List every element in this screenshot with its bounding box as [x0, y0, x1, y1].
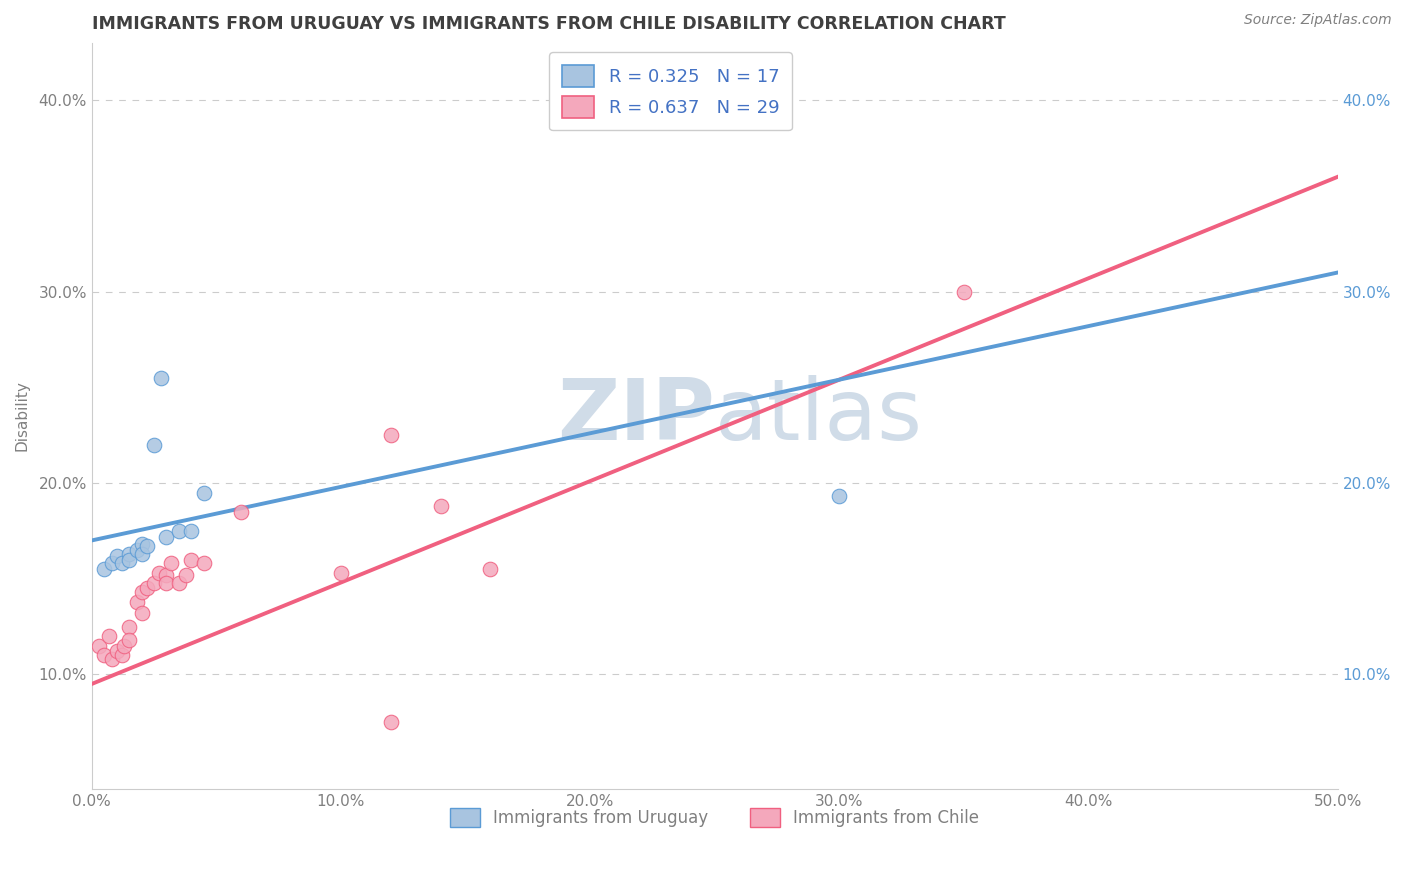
Point [112, 639, 135, 653]
Point [118, 619, 141, 633]
Y-axis label: Disability: Disability [15, 381, 30, 451]
Point [150, 371, 173, 385]
Point [118, 547, 141, 561]
Point [155, 575, 177, 590]
Point [143, 438, 166, 452]
Point [155, 567, 177, 582]
Point [131, 606, 153, 620]
Point [98, 629, 121, 643]
Text: Source: ZipAtlas.com: Source: ZipAtlas.com [1244, 13, 1392, 28]
Point [105, 549, 128, 563]
Point [176, 567, 198, 582]
Point [125, 543, 148, 558]
Point [953, 285, 976, 299]
Point [93, 648, 115, 663]
Text: ZIP: ZIP [557, 375, 714, 458]
Point [180, 524, 202, 538]
Point [131, 547, 153, 561]
Point [231, 505, 253, 519]
Point [193, 557, 215, 571]
Point [105, 644, 128, 658]
Point [110, 648, 132, 663]
Point [89, 639, 111, 653]
Point [118, 632, 141, 647]
Point [180, 552, 202, 566]
Point [380, 428, 402, 442]
Text: atlas: atlas [714, 375, 922, 458]
Point [828, 490, 851, 504]
Point [167, 575, 190, 590]
Point [148, 566, 170, 580]
Point [100, 652, 122, 666]
Point [479, 562, 502, 576]
Point [131, 585, 153, 599]
Point [100, 557, 122, 571]
Point [135, 539, 157, 553]
Point [155, 530, 177, 544]
Point [329, 566, 352, 580]
Point [143, 575, 166, 590]
Point [110, 557, 132, 571]
Point [125, 595, 148, 609]
Point [429, 499, 451, 513]
Point [93, 562, 115, 576]
Point [131, 537, 153, 551]
Point [118, 552, 141, 566]
Point [167, 524, 190, 538]
Legend: Immigrants from Uruguay, Immigrants from Chile: Immigrants from Uruguay, Immigrants from… [440, 797, 990, 837]
Point [135, 582, 157, 596]
Point [380, 715, 402, 730]
Point [160, 557, 183, 571]
Point [193, 485, 215, 500]
Text: IMMIGRANTS FROM URUGUAY VS IMMIGRANTS FROM CHILE DISABILITY CORRELATION CHART: IMMIGRANTS FROM URUGUAY VS IMMIGRANTS FR… [91, 15, 1005, 33]
